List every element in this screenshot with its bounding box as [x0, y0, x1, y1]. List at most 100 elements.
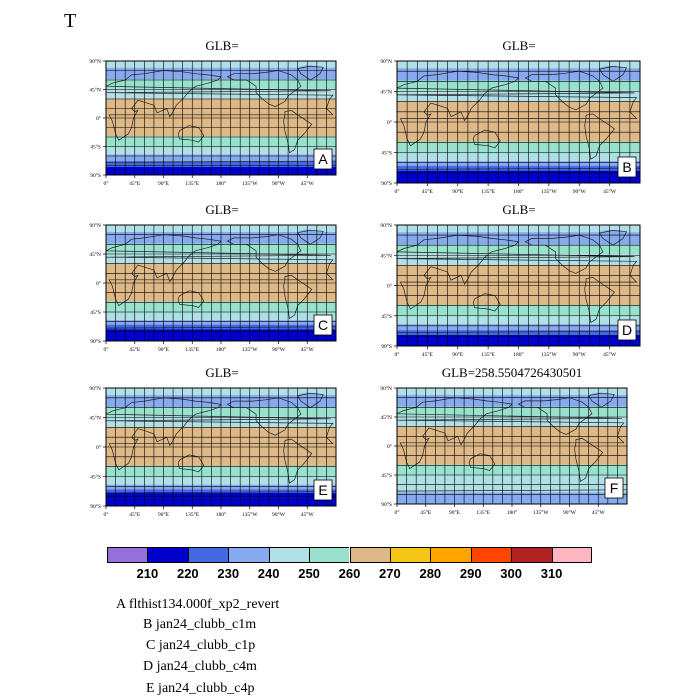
colorbar-swatch	[349, 547, 390, 563]
lon-tick-label: 180°	[216, 346, 226, 353]
coastline	[524, 70, 604, 111]
colorbar-swatch	[268, 547, 310, 563]
lat-tick-label: 0°	[96, 115, 101, 122]
coastline	[297, 229, 324, 245]
lon-tick-label: 135°E	[481, 188, 495, 195]
lon-tick-label: 135°W	[242, 346, 258, 353]
coastline	[584, 277, 615, 324]
lon-tick-label: 45°E	[129, 511, 141, 518]
map-plot-area: 90°N45°N0°45°S90°S0° 45°E 90°E 135°E 180° 135…	[89, 58, 337, 187]
lat-tick-label: 0°	[387, 119, 392, 126]
lat-tick-label: 45°N	[89, 415, 101, 422]
lat-tick-label: 45°S	[90, 309, 101, 316]
lat-tick-label: 90°S	[90, 338, 101, 345]
lon-tick-label: 90°E	[158, 346, 170, 353]
panel-tag-box	[313, 314, 333, 336]
lat-tick-label: 45°N	[89, 87, 101, 94]
colorbar-swatch	[187, 547, 229, 563]
legend-entry: B jan24_clubb_c1m	[143, 617, 257, 632]
colorbar-swatch	[228, 547, 269, 563]
colorbar-swatch	[470, 547, 512, 563]
lat-tick-label: 0°	[387, 283, 392, 290]
colorbar-swatch	[107, 547, 148, 563]
lon-tick-label: 135°E	[185, 346, 199, 353]
lon-tick-label: 180°	[216, 511, 226, 518]
lat-tick-label: 0°	[96, 444, 101, 451]
coastline	[297, 392, 324, 409]
map-plot-area: 90°N45°N0°45°S90°S0° 45°E 90°E 135°E 180° 135…	[380, 58, 641, 195]
lon-tick-label: 135°W	[541, 188, 557, 195]
lon-tick-label: 180°	[513, 188, 523, 195]
lat-tick-label: 90°N	[380, 222, 392, 229]
lon-tick-label: 45°W	[603, 188, 617, 195]
colorbar-swatch	[430, 547, 471, 563]
lon-tick-label: 90°W	[573, 188, 587, 195]
lon-tick-label: 90°E	[452, 351, 464, 358]
legend-entry: A flthist134.000f_xp2_revert	[116, 597, 280, 612]
lat-tick-label: 45°N	[89, 251, 101, 258]
colorbar-label: 250	[298, 566, 320, 581]
lat-tick-label: 45°S	[90, 474, 101, 481]
colorbar-label: 260	[338, 566, 361, 581]
lon-tick-label: 0°	[395, 351, 400, 358]
lat-tick-label: 90°S	[381, 343, 392, 350]
panel-title: GLB=	[205, 202, 239, 217]
lon-tick-label: 45°W	[301, 346, 315, 353]
lat-tick-label: 90°S	[381, 501, 392, 508]
panel-tag: A	[318, 151, 328, 167]
lon-tick-label: 45°W	[603, 351, 617, 358]
colorbar-label: 210	[136, 566, 159, 581]
colorbar-swatch	[389, 547, 431, 563]
panel-title: GLB=	[205, 365, 239, 380]
lat-tick-label: 90°N	[89, 58, 101, 65]
lon-tick-label: 90°E	[449, 509, 461, 516]
lon-tick-label: 135°E	[185, 511, 199, 518]
colorbar-label: 270	[379, 566, 401, 581]
colorbar-swatch	[551, 547, 592, 563]
coastline	[598, 66, 628, 82]
lon-tick-label: 135°E	[185, 180, 199, 187]
lat-tick-label: 90°S	[90, 172, 101, 179]
panel-tag-box	[313, 479, 333, 501]
colorbar-label: 240	[257, 566, 280, 581]
lon-tick-label: 90°W	[573, 351, 587, 358]
lat-tick-label: 0°	[387, 443, 392, 450]
map-panel: 90°N45°N0°45°S90°S0° 45°E 90°E 135°E 180° 135…	[380, 385, 628, 516]
coastline	[226, 70, 302, 107]
lat-tick-label: 90°N	[89, 222, 101, 229]
lon-tick-label: 90°E	[452, 188, 464, 195]
lat-tick-label: 45°N	[380, 89, 392, 96]
panel-title: GLB=	[502, 202, 536, 217]
lon-tick-label: 0°	[104, 180, 109, 187]
lat-tick-label: 90°N	[380, 385, 392, 392]
panel-tag-box	[617, 156, 637, 178]
legend-entry: D jan24_clubb_c4m	[143, 659, 257, 674]
lon-tick-label: 0°	[104, 346, 109, 353]
lon-tick-label: 180°	[513, 351, 523, 358]
lon-tick-label: 45°E	[129, 180, 141, 187]
lat-tick-label: 90°N	[380, 58, 392, 65]
lon-tick-label: 180°	[507, 509, 517, 516]
lon-tick-label: 90°W	[563, 509, 577, 516]
lon-tick-label: 90°W	[272, 180, 286, 187]
lon-tick-label: 135°E	[476, 509, 490, 516]
colorbar-swatch	[147, 547, 188, 563]
lon-tick-label: 90°E	[158, 511, 170, 518]
coastline	[598, 230, 628, 246]
panel-tag-box	[617, 319, 637, 341]
lon-tick-label: 45°E	[129, 346, 141, 353]
lat-tick-label: 45°N	[380, 252, 392, 259]
panel-tag-box	[604, 477, 624, 499]
lat-tick-label: 90°S	[90, 503, 101, 510]
colorbar-label: 300	[500, 566, 522, 581]
map-plot-area: 90°N45°N0°45°S90°S0° 45°E 90°E 135°E 180° 135…	[89, 222, 337, 353]
map-plot-area: 90°N45°N0°45°S90°S0° 45°E 90°E 135°E 180° 135…	[380, 222, 641, 358]
lat-tick-label: 45°N	[380, 414, 392, 421]
colorbar-label: 220	[176, 566, 199, 581]
coastline	[297, 65, 324, 81]
lon-tick-label: 45°E	[422, 188, 434, 195]
lon-tick-label: 135°E	[481, 351, 495, 358]
lat-tick-label: 45°S	[381, 472, 392, 479]
lon-tick-label: 90°W	[272, 346, 286, 353]
map-plot-area: 90°N45°N0°45°S90°S0° 45°E 90°E 135°E 180° 135…	[380, 385, 628, 516]
